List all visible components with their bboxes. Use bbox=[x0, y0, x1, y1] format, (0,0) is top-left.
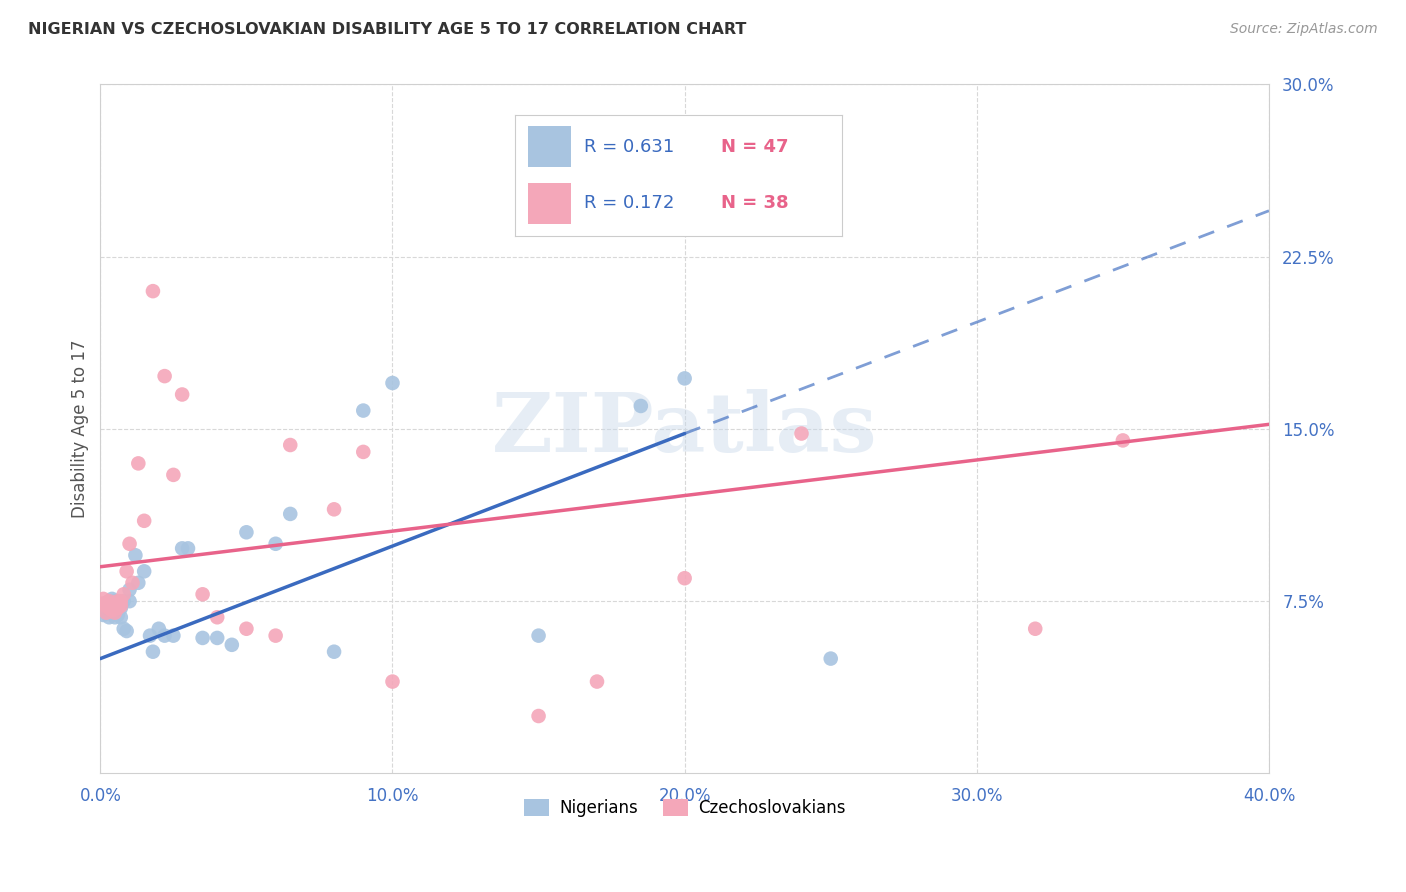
Point bbox=[115, 565, 138, 579]
Point bbox=[264, 629, 287, 643]
Point bbox=[104, 606, 127, 620]
Point bbox=[101, 591, 124, 606]
Point bbox=[91, 597, 114, 611]
Point bbox=[127, 456, 149, 470]
Point bbox=[235, 622, 257, 636]
Point bbox=[172, 387, 194, 401]
Point bbox=[205, 631, 228, 645]
Point bbox=[91, 607, 114, 622]
Point bbox=[278, 507, 301, 521]
Point bbox=[673, 371, 696, 385]
Point bbox=[630, 399, 652, 413]
Point bbox=[96, 597, 118, 611]
Point bbox=[142, 284, 165, 298]
Point bbox=[381, 376, 404, 390]
Point bbox=[101, 603, 124, 617]
Point bbox=[527, 709, 550, 723]
Point bbox=[172, 541, 194, 556]
Point bbox=[104, 610, 127, 624]
Point bbox=[96, 606, 118, 620]
Point bbox=[205, 610, 228, 624]
Point bbox=[142, 645, 165, 659]
Point bbox=[110, 610, 132, 624]
Point bbox=[98, 610, 121, 624]
Point bbox=[91, 599, 114, 613]
Point bbox=[112, 594, 135, 608]
Legend: Nigerians, Czechoslovakians: Nigerians, Czechoslovakians bbox=[517, 792, 852, 823]
Point bbox=[118, 582, 141, 597]
Point bbox=[110, 601, 132, 615]
Point bbox=[162, 467, 184, 482]
Point bbox=[148, 622, 170, 636]
Point bbox=[101, 599, 124, 613]
Point bbox=[104, 594, 127, 608]
Point bbox=[118, 594, 141, 608]
Point bbox=[96, 599, 118, 613]
Point bbox=[107, 594, 129, 608]
Point bbox=[191, 631, 214, 645]
Point bbox=[118, 537, 141, 551]
Point bbox=[107, 607, 129, 622]
Point bbox=[790, 426, 813, 441]
Point bbox=[153, 369, 176, 384]
Point bbox=[1024, 622, 1046, 636]
Point bbox=[112, 622, 135, 636]
Point bbox=[98, 601, 121, 615]
Point bbox=[235, 525, 257, 540]
Point bbox=[264, 537, 287, 551]
Point bbox=[107, 597, 129, 611]
Point bbox=[323, 645, 346, 659]
Text: ZIPatlas: ZIPatlas bbox=[492, 389, 877, 469]
Point bbox=[352, 445, 374, 459]
Point bbox=[121, 575, 143, 590]
Point bbox=[115, 624, 138, 638]
Point bbox=[221, 638, 243, 652]
Point bbox=[96, 606, 118, 620]
Text: NIGERIAN VS CZECHOSLOVAKIAN DISABILITY AGE 5 TO 17 CORRELATION CHART: NIGERIAN VS CZECHOSLOVAKIAN DISABILITY A… bbox=[28, 22, 747, 37]
Point bbox=[98, 599, 121, 613]
Y-axis label: Disability Age 5 to 17: Disability Age 5 to 17 bbox=[72, 340, 89, 518]
Point bbox=[110, 594, 132, 608]
Point bbox=[98, 594, 121, 608]
Point bbox=[101, 597, 124, 611]
Point bbox=[107, 601, 129, 615]
Point bbox=[101, 606, 124, 620]
Point bbox=[673, 571, 696, 585]
Point bbox=[139, 629, 162, 643]
Point bbox=[110, 599, 132, 613]
Point bbox=[381, 674, 404, 689]
Point bbox=[104, 599, 127, 613]
Point bbox=[96, 601, 118, 615]
Text: Source: ZipAtlas.com: Source: ZipAtlas.com bbox=[1230, 22, 1378, 37]
Point bbox=[91, 603, 114, 617]
Point bbox=[191, 587, 214, 601]
Point bbox=[278, 438, 301, 452]
Point bbox=[323, 502, 346, 516]
Point bbox=[1112, 434, 1135, 448]
Point bbox=[98, 594, 121, 608]
Point bbox=[177, 541, 200, 556]
Point bbox=[91, 591, 114, 606]
Point bbox=[112, 587, 135, 601]
Point bbox=[352, 403, 374, 417]
Point bbox=[124, 548, 146, 562]
Point bbox=[586, 674, 609, 689]
Point bbox=[162, 629, 184, 643]
Point bbox=[134, 514, 156, 528]
Point bbox=[104, 601, 127, 615]
Point bbox=[134, 565, 156, 579]
Point bbox=[127, 575, 149, 590]
Point bbox=[820, 651, 842, 665]
Point bbox=[527, 629, 550, 643]
Point bbox=[153, 629, 176, 643]
